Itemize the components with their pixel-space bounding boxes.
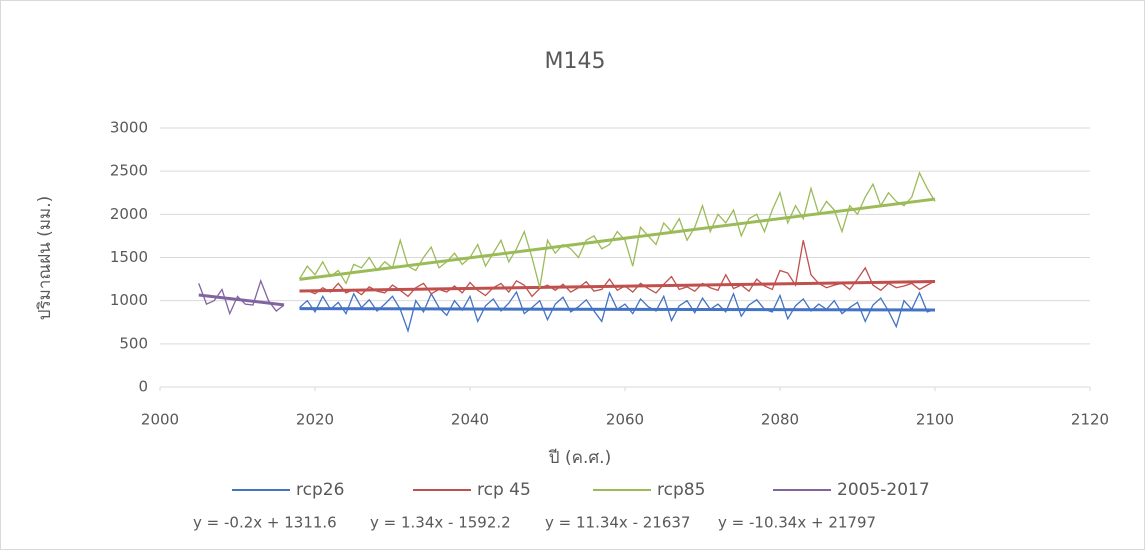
legend-label: rcp85 xyxy=(657,480,705,500)
y-tick-label: 1000 xyxy=(110,291,148,309)
x-tick-label: 2000 xyxy=(141,411,179,429)
x-tick-label: 2120 xyxy=(1071,411,1109,429)
y-tick-label: 500 xyxy=(119,334,148,352)
x-tick-label: 2100 xyxy=(916,411,954,429)
chart: M145 ปริมาณฝน (มม.) ปี (ค.ศ.) 0 500 1000 15… xyxy=(0,0,1145,550)
legend-label: rcp26 xyxy=(296,480,344,500)
x-axis-label: ปี (ค.ศ.) xyxy=(548,448,611,468)
y-tick-label: 1500 xyxy=(110,248,148,266)
x-tick-label: 2020 xyxy=(296,411,334,429)
legend-label: rcp 45 xyxy=(477,480,531,500)
y-tick-label: 2500 xyxy=(110,162,148,180)
trendline xyxy=(300,309,936,310)
trendline-equation: y = 11.34x - 21637 xyxy=(545,514,690,532)
y-axis-label: ปริมาณฝน (มม.) xyxy=(35,196,55,321)
trendline-equation: y = -10.34x + 21797 xyxy=(718,514,876,532)
y-tick-label: 2000 xyxy=(110,205,148,223)
trendline-equation: y = 1.34x - 1592.2 xyxy=(370,514,511,532)
legend-label: 2005-2017 xyxy=(837,480,930,500)
y-tick-label: 3000 xyxy=(110,119,148,137)
x-tick-label: 2080 xyxy=(761,411,799,429)
y-tick-label: 0 xyxy=(138,378,148,396)
chart-title: M145 xyxy=(545,49,606,74)
trendline-equation: y = -0.2x + 1311.6 xyxy=(193,514,337,532)
x-tick-label: 2040 xyxy=(451,411,489,429)
x-tick-label: 2060 xyxy=(606,411,644,429)
